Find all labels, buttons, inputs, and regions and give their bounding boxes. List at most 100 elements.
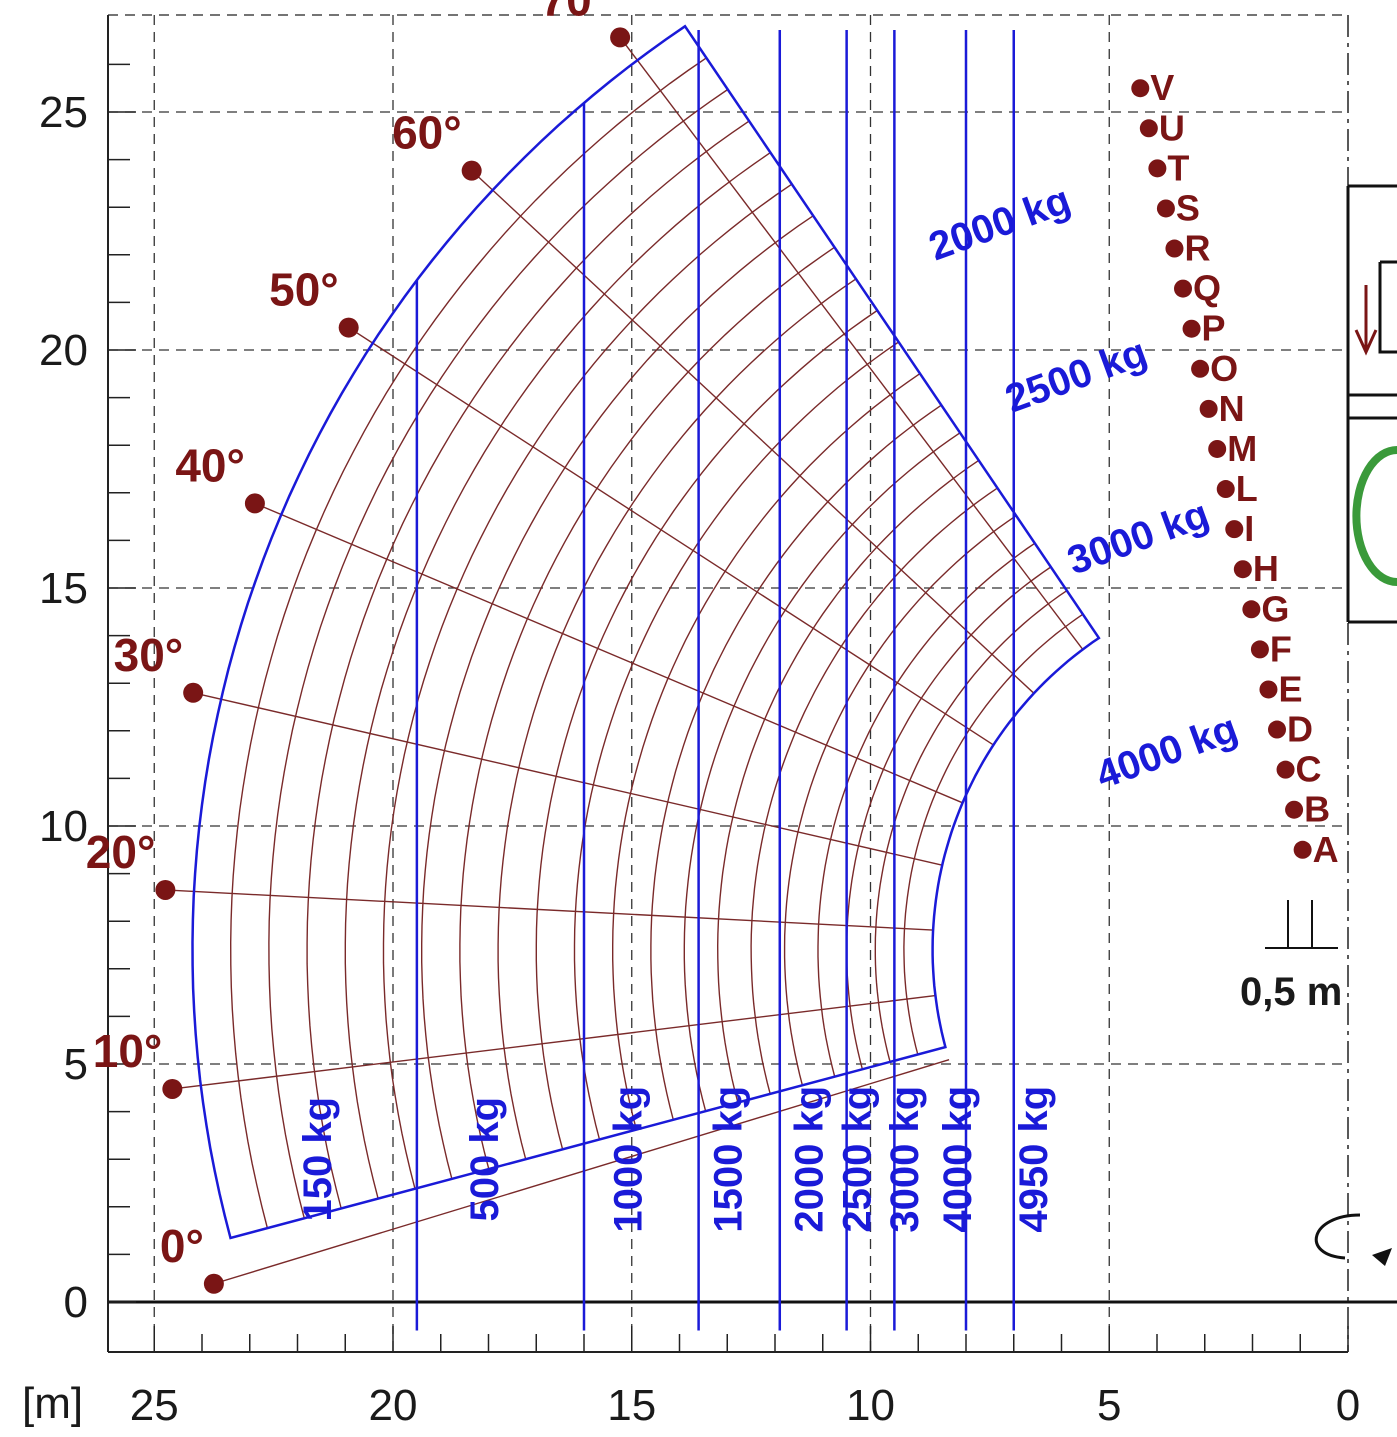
angle-label: 30° [114,629,184,681]
angle-marker-dot [155,879,176,900]
extension-marker-dot [1156,199,1175,218]
extension-marker-dot [1182,319,1201,338]
extension-letter: R [1184,228,1210,269]
radius-arc [750,487,998,1095]
load-zone-label: 1500 kg [707,1086,751,1233]
angle-ray [471,170,1035,694]
load-zone-label: 4000 kg [936,1086,980,1233]
x-tick-label: 20 [369,1381,418,1430]
angle-marker-dot [203,1273,224,1294]
radius-arc [382,183,793,1189]
x-tick-label: 5 [1097,1381,1121,1430]
extension-letter: E [1278,668,1302,709]
radius-arc [573,341,899,1140]
rotation-arrow-icon [1372,1248,1392,1266]
extension-marker-dot [1131,79,1150,98]
angle-marker-dot [162,1078,183,1099]
extension-marker-dot [1216,480,1235,499]
extension-letter: H [1253,548,1279,589]
radius-arc [874,590,1068,1063]
angle-label: 70° [541,0,611,25]
boom-angle-rays [165,36,1084,1285]
radius-arc [268,88,729,1219]
extension-letter: F [1270,628,1292,669]
angle-marker-dot [338,317,359,338]
x-tick-label: 10 [846,1381,895,1430]
grid [108,15,1348,1352]
angle-label: 0° [160,1220,204,1272]
extension-letter: D [1287,709,1313,750]
radius-arc [459,246,835,1170]
extension-letter: I [1244,508,1254,549]
x-tick-label: 0 [1336,1381,1360,1430]
machine-outline [1265,184,1397,1266]
x-tick-label: 25 [130,1381,179,1430]
radius-arc [306,120,750,1209]
angle-marker-dot [244,493,265,514]
extension-letter: M [1227,428,1257,469]
extension-letter: V [1150,67,1174,108]
extension-letter: L [1236,468,1258,509]
extension-marker-dot [1139,119,1158,138]
extension-letter: P [1202,308,1226,349]
extension-marker-dot [1285,800,1304,819]
x-axis-unit-label: [m] [22,1379,83,1428]
angle-marker-dot [461,160,482,181]
radius-arc [817,542,1036,1077]
extension-marker-dot [1225,520,1244,539]
extension-letter: U [1159,107,1185,148]
extension-letter: T [1167,147,1189,188]
extension-marker-dot [1268,720,1287,739]
radius-arc [903,613,1084,1055]
extension-marker-dot [1199,399,1218,418]
load-zone-label: 2500 kg [1000,330,1153,422]
extension-marker-dot [1259,680,1278,699]
extension-marker-dot [1174,279,1193,298]
extension-marker-dot [1191,359,1210,378]
load-labels: 150 kg 500 kg 1000 kg 1500 kg 2000 kg 2500 kg… [296,178,1243,1233]
load-zone-lines [415,30,1015,1331]
extension-letter: B [1304,789,1330,830]
envelope-outline [191,24,1101,1240]
radius-arc [931,637,1100,1048]
scale-bar-label: 0,5 m [1240,970,1342,1014]
radius-arc [650,404,942,1120]
radius-arc [497,278,857,1160]
extension-marker-dot [1242,600,1261,619]
angle-ray [172,994,936,1090]
radius-arc [421,215,814,1180]
angle-ray [348,326,994,746]
radius-arc [716,459,980,1103]
angle-label: 10° [93,1025,163,1077]
angle-label: 20° [86,826,156,878]
extension-letter: Q [1193,268,1221,309]
extension-marker-dot [1276,760,1295,779]
radius-arc [612,373,921,1130]
y-tick-label: 20 [39,326,88,375]
extension-marker-dot [1233,560,1252,579]
x-tick-label: 15 [607,1381,656,1430]
down-arrow-icon [1354,285,1378,356]
boom-radius-arcs [191,25,1100,1239]
load-zone-label: 2000 kg [923,178,1076,270]
extension-marker-dot [1148,159,1167,178]
extension-marker-dot [1165,239,1184,258]
load-zone-label: 1000 kg [606,1086,650,1233]
extension-letter: C [1296,749,1322,790]
load-zone-label: 150 kg [296,1097,340,1222]
y-tick-label: 25 [39,88,88,137]
angle-ray [619,36,1084,650]
axis-ticks: 25 20 15 10 5 0 0 5 10 15 20 25 [39,63,1360,1430]
load-zone-label: 4950 kg [1012,1086,1056,1233]
load-zone-label: 3000 kg [883,1086,927,1233]
angle-ray [213,1059,950,1285]
angle-label: 50° [269,264,339,316]
extension-letter: G [1261,588,1289,629]
working-envelope [191,24,1101,1240]
angle-markers: 0° 10° 20° 30° 40° 50° 60° 70° [86,0,631,1294]
radius-arc [229,57,707,1229]
radius-arc [783,515,1017,1086]
rotation-icon [1314,1213,1361,1260]
